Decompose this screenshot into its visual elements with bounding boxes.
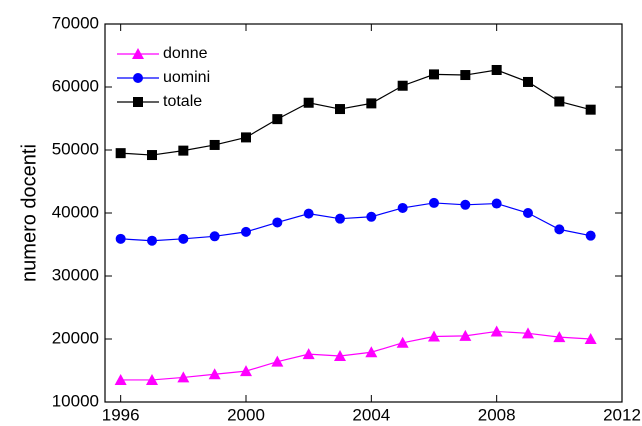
marker xyxy=(240,365,252,377)
marker xyxy=(553,331,566,343)
marker xyxy=(523,208,533,218)
marker xyxy=(396,336,409,348)
marker xyxy=(241,132,251,143)
marker xyxy=(366,98,377,109)
marker xyxy=(302,348,315,360)
series-line xyxy=(120,202,591,242)
y-tick-label: 60000 xyxy=(52,76,99,95)
legend-label: uomini xyxy=(163,69,210,86)
marker xyxy=(584,333,597,344)
marker xyxy=(335,104,345,115)
marker xyxy=(271,355,284,367)
marker xyxy=(146,373,158,385)
marker xyxy=(397,202,408,213)
marker xyxy=(115,233,126,244)
y-axis-label: numero docenti xyxy=(18,144,40,282)
marker xyxy=(114,373,127,385)
y-tick-label: 40000 xyxy=(52,202,99,221)
marker xyxy=(272,114,283,125)
x-tick-label: 2000 xyxy=(227,405,265,424)
y-tick-label: 10000 xyxy=(52,391,99,410)
y-tick-label: 50000 xyxy=(52,139,99,158)
marker xyxy=(585,230,596,241)
marker xyxy=(334,350,346,362)
marker xyxy=(366,211,377,222)
marker xyxy=(397,80,408,91)
marker xyxy=(335,213,345,224)
marker xyxy=(522,327,534,339)
legend-marker xyxy=(133,97,143,107)
x-tick-label: 2008 xyxy=(478,405,516,424)
marker xyxy=(428,330,440,342)
x-tick-label: 1996 xyxy=(102,405,140,424)
marker xyxy=(209,231,220,242)
marker xyxy=(460,199,471,210)
marker xyxy=(490,325,503,337)
marker xyxy=(585,104,596,115)
marker xyxy=(209,139,220,150)
legend-label: totale xyxy=(163,93,202,110)
marker xyxy=(303,97,314,108)
legend: donne uomini totale xyxy=(117,45,210,110)
marker xyxy=(303,208,314,219)
marker xyxy=(429,197,439,208)
marker xyxy=(272,217,283,228)
marker xyxy=(178,233,189,244)
marker xyxy=(459,329,472,341)
legend-label: donne xyxy=(163,45,208,62)
legend-marker xyxy=(133,73,143,83)
marker xyxy=(177,371,190,383)
x-tick-label: 2004 xyxy=(352,405,390,424)
legend-marker xyxy=(132,48,144,59)
y-tick-label: 70000 xyxy=(52,13,99,32)
marker xyxy=(429,69,439,80)
marker xyxy=(241,226,251,237)
x-tick-label: 2012 xyxy=(603,405,641,424)
marker xyxy=(523,76,533,87)
series-line xyxy=(120,330,591,381)
marker xyxy=(554,96,565,107)
y-tick-label: 30000 xyxy=(52,265,99,284)
marker xyxy=(554,224,565,235)
marker xyxy=(115,148,126,159)
marker xyxy=(491,64,502,75)
marker xyxy=(178,145,189,156)
series-line xyxy=(120,69,591,156)
marker xyxy=(147,235,157,246)
marker xyxy=(365,346,378,358)
y-tick-label: 20000 xyxy=(52,328,99,347)
marker xyxy=(491,198,502,209)
marker xyxy=(147,150,157,161)
marker xyxy=(460,70,471,81)
marker xyxy=(208,368,221,380)
